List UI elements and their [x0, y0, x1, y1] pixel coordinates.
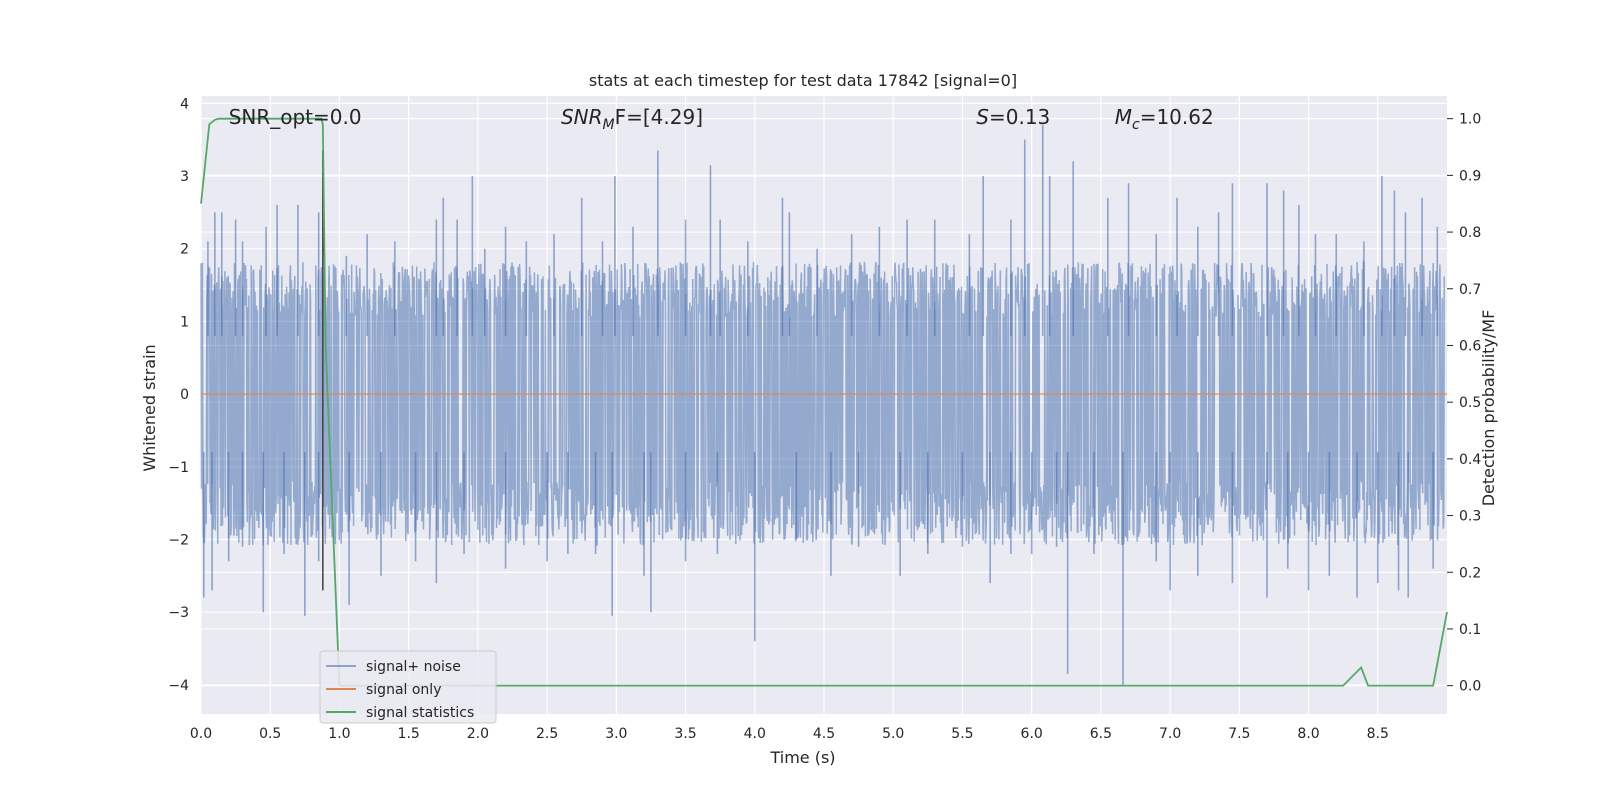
- y-tick-label: −4: [168, 678, 189, 694]
- x-tick-label: 4.5: [813, 726, 835, 742]
- y-right-tick-label: 0.8: [1459, 225, 1481, 241]
- y-axis-right-label: Detection probability/MF: [1479, 310, 1498, 507]
- y-tick-label: 1: [180, 314, 189, 330]
- y-right-tick-label: 0.0: [1459, 679, 1481, 695]
- x-tick-label: 0.5: [259, 726, 281, 742]
- x-tick-label: 1.5: [398, 726, 420, 742]
- annotation-1: SNRMF=[4.29]: [561, 105, 703, 133]
- y-right-tick-label: 0.7: [1459, 282, 1481, 298]
- x-tick-label: 4.0: [744, 726, 766, 742]
- x-tick-label: 6.0: [1021, 726, 1043, 742]
- y-tick-label: −3: [168, 605, 189, 621]
- y-tick-label: 3: [180, 169, 189, 185]
- y-right-tick-label: 0.9: [1459, 168, 1481, 184]
- y-tick-label: 0: [180, 387, 189, 403]
- y-right-tick-label: 0.5: [1459, 395, 1481, 411]
- annotation-3: Mc=10.62: [1115, 105, 1214, 133]
- y-right-tick-label: 0.6: [1459, 338, 1481, 354]
- x-tick-label: 5.0: [882, 726, 904, 742]
- annotation-0: SNR_opt=0.0: [229, 105, 362, 129]
- legend-box: [319, 650, 497, 724]
- legend-label: signal only: [366, 682, 441, 698]
- x-tick-label: 0.0: [190, 726, 212, 742]
- x-tick-label: 6.5: [1090, 726, 1112, 742]
- x-tick-label: 5.5: [951, 726, 973, 742]
- noise-trace: [200, 259, 1445, 547]
- legend-label: signal statistics: [366, 705, 474, 721]
- chart-title: stats at each timestep for test data 178…: [589, 71, 1017, 90]
- x-tick-label: 7.0: [1159, 726, 1181, 742]
- y-right-tick-label: 0.4: [1459, 452, 1481, 468]
- legend: signal+ noise signal only signal statistic…: [319, 650, 497, 724]
- x-tick-label: 7.5: [1228, 726, 1250, 742]
- legend-label: signal+ noise: [366, 659, 461, 675]
- y-right-tick-label: 0.3: [1459, 509, 1481, 525]
- x-tick-label: 1.0: [328, 726, 350, 742]
- y-right-tick-label: 0.2: [1459, 565, 1481, 581]
- y-right-tick-label: 1.0: [1459, 112, 1481, 128]
- y-axis-label: Whitened strain: [140, 344, 159, 471]
- series-signal-plus-noise: [200, 125, 1445, 685]
- annotations: SNR_opt=0.0 SNRMF=[4.29] S=0.13 Mc=10.62: [229, 105, 1214, 133]
- y-tick-label: −1: [168, 460, 189, 476]
- y-tick-label: −2: [168, 533, 189, 549]
- y-tick-label: 2: [180, 242, 189, 258]
- x-tick-label: 2.0: [467, 726, 489, 742]
- axes: 0.0 0.5 1.0 1.5 2.0 2.5 3.0 3.5 4.0 4.5 5.0 5.5 6.0 6…: [168, 96, 1481, 742]
- x-tick-label: 8.0: [1297, 726, 1319, 742]
- x-tick-label: 2.5: [536, 726, 558, 742]
- y-tick-label: 4: [180, 96, 189, 112]
- annotation-2: S=0.13: [976, 105, 1050, 129]
- x-axis-label: Time (s): [769, 748, 835, 767]
- x-tick-label: 3.5: [674, 726, 696, 742]
- y-right-tick-label: 0.1: [1459, 622, 1481, 638]
- x-tick-label: 8.5: [1367, 726, 1389, 742]
- x-tick-label: 3.0: [605, 726, 627, 742]
